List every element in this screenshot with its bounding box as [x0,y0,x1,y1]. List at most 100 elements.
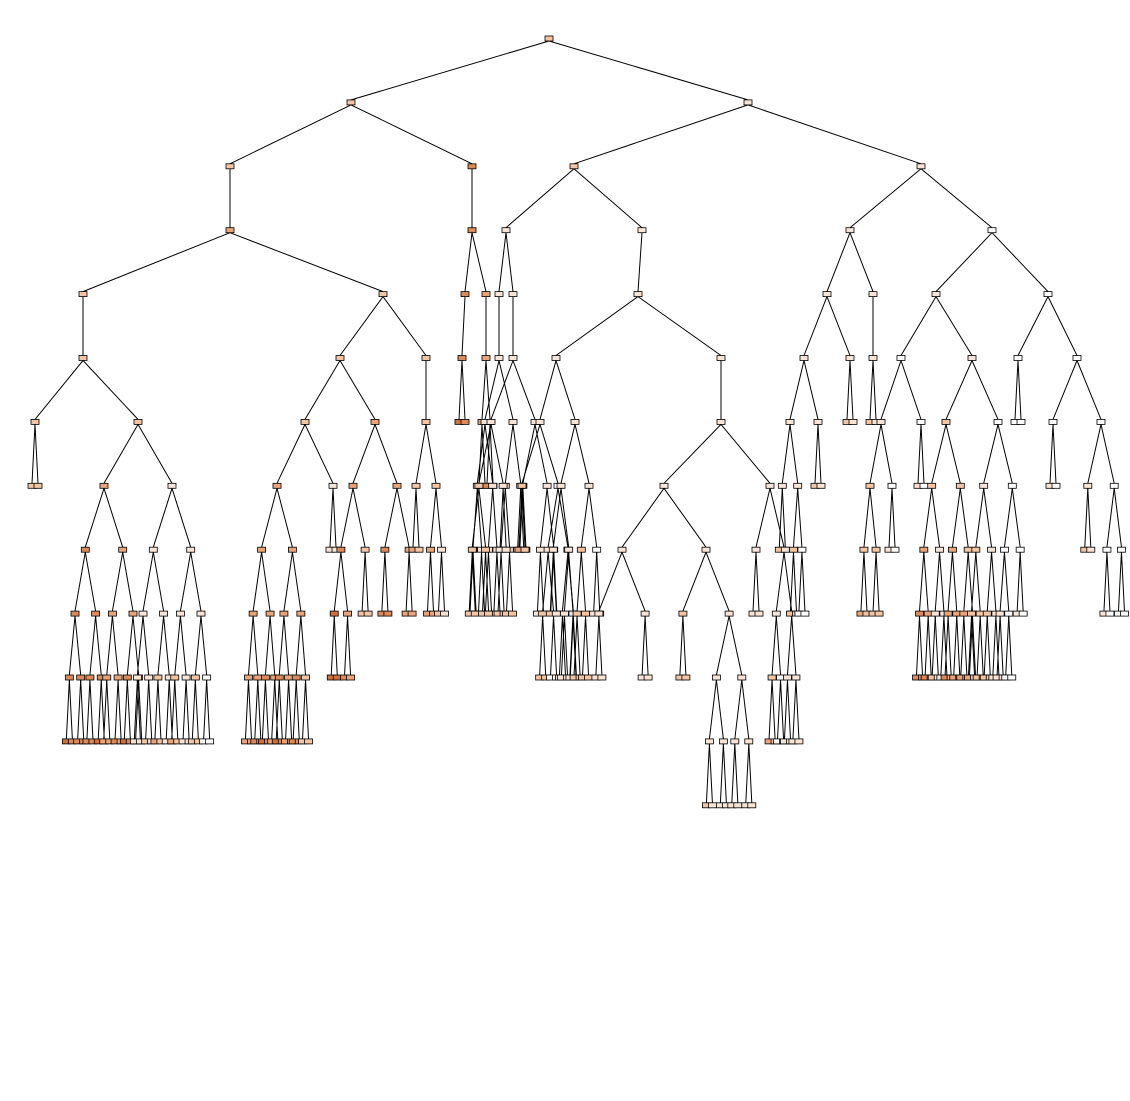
tree-edge [229,104,352,165]
tree-edge [271,679,276,739]
tree-edge [542,616,547,676]
tree-node [874,610,884,617]
tree-edge [960,616,965,676]
tree-edge [555,360,576,420]
tree-edge [558,616,563,676]
tree-edge [86,679,91,739]
tree-edge [430,488,437,548]
tree-node [517,482,527,489]
tree-node [421,418,431,425]
tree-edge [252,552,263,612]
tree-edge [1019,552,1024,612]
tree-node [743,99,753,106]
tree-node [799,355,809,361]
tree-edge [396,488,410,548]
tree-edge [505,232,514,292]
tree-edge [478,424,483,484]
tree-node [205,738,215,745]
tree-edge [89,679,94,739]
tree-node [304,738,313,745]
tree-edge [106,616,113,676]
tree-node [564,546,574,553]
tree-edge [778,488,783,548]
tree-node [138,610,148,617]
tree-edge [482,552,487,612]
tree-node [279,610,289,617]
tree-edge [1084,488,1089,548]
tree-edge [512,360,536,420]
tree-edge [1087,488,1092,548]
tree-node [108,610,117,617]
tree-node [508,291,518,298]
tree-edge [944,616,949,676]
tree-edge [492,488,498,548]
tree-edge [384,488,398,548]
tree-node [771,610,781,617]
tree-edge [381,552,386,612]
tree-edge [464,232,473,292]
tree-nodes [27,35,1129,809]
tree-edge [920,168,993,229]
tree-edge [481,552,486,612]
tree-edge [775,552,785,612]
tree-edge [34,424,39,484]
tree-node [248,610,258,617]
tree-edge [708,679,717,739]
tree-edge [976,616,981,676]
tree-node [931,291,941,298]
tree-edge [441,552,445,612]
tree-edge [142,616,150,676]
tree-node [730,738,740,745]
tree-node [963,546,973,553]
tree-node [148,546,158,553]
tree-edge [84,488,105,548]
tree-edge [539,552,544,612]
tree-node [1086,546,1096,553]
tree-edge [333,552,342,612]
tree-node [346,99,356,106]
tree-node [716,355,726,361]
tree-edge [1117,552,1122,612]
tree-edge [269,616,276,676]
tree-node [971,546,981,553]
tree-node [576,546,586,553]
tree-node [915,610,924,617]
tree-node [967,610,976,617]
tree-edge [498,360,514,420]
tree-node [744,738,754,745]
tree-node [813,418,823,425]
tree-node [153,674,163,681]
tree-edge [582,616,587,676]
tree-edge [261,679,266,739]
tree-edge [154,679,159,739]
tree-node [291,674,301,681]
tree-edge [1008,616,1013,676]
tree-edge [68,679,73,739]
tree-edge [891,488,896,548]
tree-node [570,418,580,425]
tree-edge [500,552,505,612]
tree-edge [791,616,797,676]
tree-edge [722,743,727,803]
tree-node [916,418,926,425]
tree-node [544,35,554,42]
tree-node [592,546,602,553]
tree-edge [797,488,803,548]
tree-edge [783,552,793,612]
tree-edge [561,552,569,612]
tree-edge [117,679,122,739]
tree-edge [814,424,819,484]
tree-node [890,546,900,553]
tree-edge [795,679,800,739]
tree-node [474,482,484,489]
tree-node [633,291,643,298]
tree-edge [869,424,882,484]
tree-edge [472,552,477,612]
tree-node [584,674,593,681]
tree-edge [478,424,492,484]
tree-node [33,482,43,489]
tree-edge [951,552,958,612]
tree-edge [548,40,749,101]
tree-edge [719,743,724,803]
